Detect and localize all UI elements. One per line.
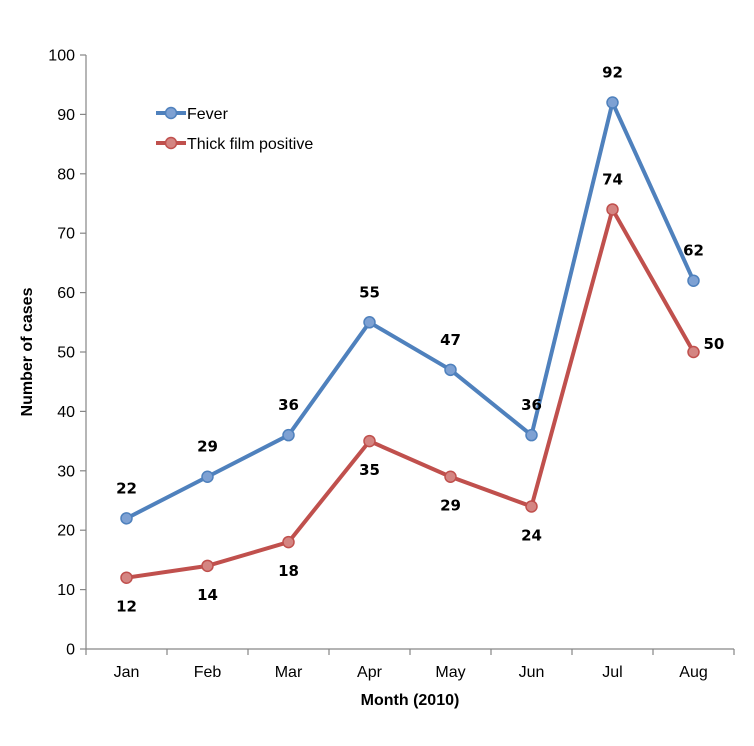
legend-swatch-marker [164, 136, 178, 150]
data-point [363, 434, 376, 448]
data-label: 36 [278, 396, 299, 414]
data-point [201, 559, 214, 573]
legend-swatch-marker [164, 106, 178, 120]
data-label: 47 [440, 331, 461, 349]
y-tick-label: 80 [57, 166, 75, 183]
x-tick-label: Apr [357, 664, 383, 681]
x-tick-label: Jun [519, 664, 545, 681]
series-line-thick-film-positive [126, 207, 696, 580]
data-label: 22 [116, 479, 137, 497]
data-label: 55 [359, 283, 380, 301]
y-tick-label: 10 [57, 582, 75, 599]
data-label: 18 [278, 562, 299, 580]
data-point [606, 203, 619, 216]
legend-label: Fever [187, 106, 229, 123]
data-point [120, 512, 133, 525]
data-point [201, 470, 214, 483]
y-axis-title: Number of cases [19, 287, 36, 416]
data-label: 74 [602, 170, 623, 188]
data-labels: 22 29 36 55 47 36 92 62 12 14 18 35 29 24 74 50 [116, 64, 724, 616]
data-label: 62 [683, 242, 704, 260]
x-tick-label: Mar [275, 664, 303, 681]
data-point [282, 535, 295, 549]
data-label: 29 [440, 497, 461, 515]
data-label: 36 [521, 396, 542, 414]
y-tick-label: 90 [57, 107, 75, 124]
data-point [687, 274, 700, 287]
data-point [606, 96, 619, 109]
data-point [282, 428, 295, 442]
y-tick-label: 100 [48, 48, 75, 65]
data-point [444, 363, 457, 377]
data-label: 29 [197, 438, 218, 456]
legend-label: Thick film positive [187, 136, 313, 153]
data-label: 50 [704, 335, 725, 353]
x-tick-label: Jan [114, 664, 140, 681]
data-point [363, 316, 376, 329]
x-tick-label: Feb [194, 664, 222, 681]
data-point [525, 428, 538, 442]
x-tick-label: May [435, 664, 465, 681]
data-label: 12 [116, 598, 137, 616]
data-point [687, 345, 700, 359]
data-point [525, 500, 538, 513]
y-tick-label: 20 [57, 523, 75, 540]
y-tick-label: 50 [57, 345, 75, 362]
data-point [444, 470, 457, 483]
data-label: 24 [521, 526, 542, 544]
data-label: 92 [602, 64, 623, 82]
legend: Fever Thick film positive [156, 106, 313, 153]
axes: 0 10 20 30 40 50 60 70 80 90 100 Jan Feb Mar Apr May Jun… [48, 48, 735, 681]
x-axis-title: Month (2010) [361, 692, 460, 709]
y-tick-label: 30 [57, 463, 75, 480]
x-tick-label: Jul [602, 664, 622, 681]
y-tick-label: 60 [57, 285, 75, 302]
data-label: 35 [359, 461, 380, 479]
x-tick-label: Aug [679, 664, 707, 681]
series-layer [120, 96, 700, 584]
data-point [120, 571, 133, 584]
y-tick-label: 0 [66, 642, 75, 659]
y-tick-label: 40 [57, 404, 75, 421]
data-label: 14 [197, 586, 218, 604]
series-line-fever [125, 100, 696, 521]
y-tick-label: 70 [57, 226, 75, 243]
